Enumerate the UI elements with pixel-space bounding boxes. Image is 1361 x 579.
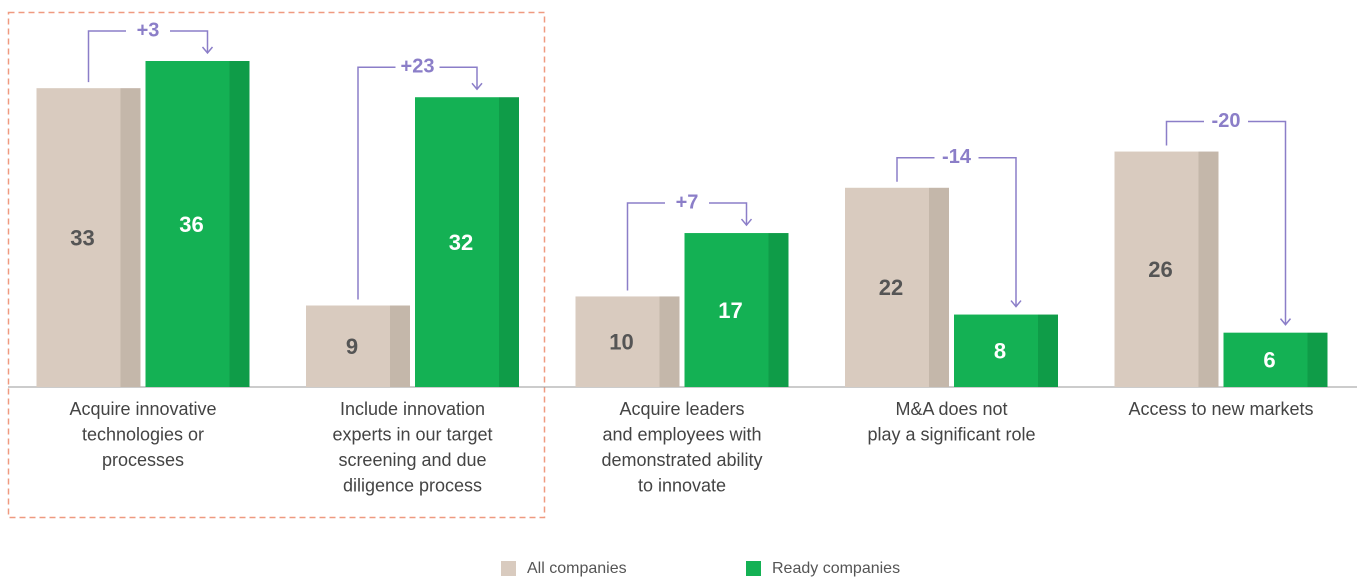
x-tick-label: technologies or [82, 424, 204, 444]
legend-label: All companies [527, 560, 627, 577]
value-label: 22 [879, 275, 903, 300]
difference-label: -14 [942, 146, 972, 168]
legend-swatch [746, 561, 761, 576]
x-tick-label: to innovate [638, 475, 726, 495]
difference-connector [87, 30, 209, 83]
bar [306, 305, 410, 387]
x-tick-label: and employees with [602, 424, 761, 444]
arrow-head [740, 218, 753, 227]
difference-label: -20 [1212, 110, 1241, 132]
x-tick-label: play a significant role [867, 424, 1035, 444]
value-label: 26 [1148, 257, 1172, 282]
bar [684, 233, 789, 387]
difference-connector [1165, 120, 1287, 325]
value-label: 33 [70, 225, 94, 250]
bar [1114, 151, 1219, 387]
x-tick-label: experts in our target [332, 424, 492, 444]
difference-connector [357, 66, 478, 300]
x-tick-label: Acquire innovative [69, 399, 216, 419]
value-label: 6 [1263, 348, 1275, 373]
x-tick-label: Access to new markets [1128, 399, 1313, 419]
difference-connector [626, 202, 748, 291]
bar [575, 296, 680, 387]
legend-swatch [501, 561, 516, 576]
legend-label: Ready companies [772, 560, 900, 577]
arrow-head [1010, 300, 1022, 308]
x-tick-label: processes [102, 450, 184, 470]
x-tick-label: Include innovation [340, 399, 485, 419]
bar [145, 61, 250, 387]
difference-label: +7 [676, 191, 699, 213]
x-tick-label: M&A does not [895, 399, 1007, 419]
bar [36, 88, 141, 388]
value-label: 10 [609, 330, 633, 355]
value-label: 32 [449, 230, 473, 255]
value-label: 9 [346, 334, 358, 359]
arrow-head [201, 46, 214, 55]
x-tick-label: Acquire leaders [619, 399, 744, 419]
bar [845, 187, 949, 387]
difference-label: +23 [401, 56, 435, 78]
arrow-head [1279, 318, 1292, 326]
value-label: 17 [718, 298, 742, 323]
bar [954, 314, 1058, 387]
x-tick-label: diligence process [343, 475, 482, 495]
difference-label: +3 [137, 19, 160, 41]
value-label: 8 [994, 339, 1006, 364]
x-tick-label: screening and due [338, 450, 486, 470]
arrow-head [471, 82, 483, 91]
value-label: 36 [179, 212, 203, 237]
difference-connector [896, 157, 1017, 307]
bar [415, 97, 519, 387]
x-tick-label: demonstrated ability [601, 450, 762, 470]
bar [1223, 332, 1328, 387]
